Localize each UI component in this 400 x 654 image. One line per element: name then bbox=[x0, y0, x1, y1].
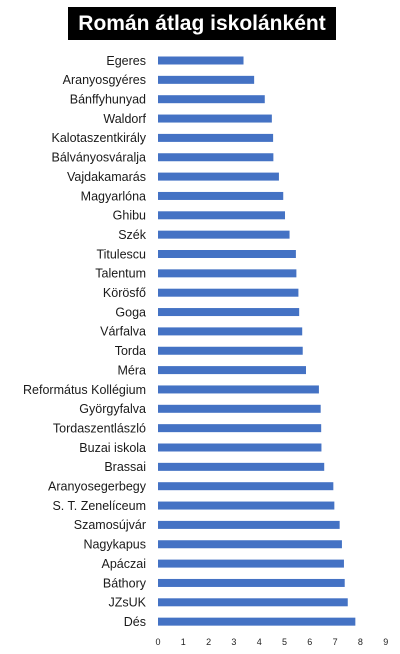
chart-title: Román átlag iskolánként bbox=[68, 7, 336, 40]
category-label: S. T. Zenelíceum bbox=[52, 499, 146, 513]
x-tick-label: 9 bbox=[383, 637, 388, 647]
category-label: Dés bbox=[124, 615, 146, 629]
bar-13 bbox=[158, 308, 300, 317]
bar-21 bbox=[158, 462, 325, 471]
x-tick-label: 5 bbox=[282, 637, 287, 647]
category-label: JZsUK bbox=[109, 596, 147, 610]
x-tick-label: 8 bbox=[358, 637, 363, 647]
bar-3 bbox=[158, 114, 272, 123]
bar-17 bbox=[158, 385, 319, 394]
bar-8 bbox=[158, 211, 286, 220]
bar-1 bbox=[158, 75, 255, 84]
category-label: Református Kollégium bbox=[23, 383, 146, 397]
category-label: Várfalva bbox=[100, 325, 146, 339]
bar-27 bbox=[158, 578, 345, 587]
x-axis-ticks: 0 1 2 3 4 5 6 7 8 9 bbox=[155, 637, 388, 647]
category-label: Goga bbox=[115, 305, 146, 319]
category-label: Magyarlóna bbox=[81, 189, 146, 203]
category-label: Kalotaszentkirály bbox=[52, 131, 147, 145]
bar-5 bbox=[158, 153, 274, 162]
bar-11 bbox=[158, 269, 297, 278]
x-tick-label: 6 bbox=[307, 637, 312, 647]
bar-26 bbox=[158, 559, 344, 568]
category-label: Aranyosgyéres bbox=[63, 73, 146, 87]
x-tick-label: 1 bbox=[181, 637, 186, 647]
category-label: Vajdakamarás bbox=[67, 170, 146, 184]
x-tick-label: 3 bbox=[231, 637, 236, 647]
bar-18 bbox=[158, 404, 321, 413]
category-label: Brassai bbox=[104, 460, 146, 474]
x-tick-label: 7 bbox=[333, 637, 338, 647]
category-label: Bánffyhunyad bbox=[70, 93, 146, 107]
category-labels: Egeres Aranyosgyéres Bánffyhunyad Waldorf Ka… bbox=[23, 54, 147, 629]
bar-24 bbox=[158, 520, 340, 529]
category-label: Szamosújvár bbox=[74, 518, 146, 532]
x-tick-label: 2 bbox=[206, 637, 211, 647]
bar-2 bbox=[158, 95, 265, 104]
category-label: Méra bbox=[118, 363, 147, 377]
category-label: Aranyosegerbegy bbox=[48, 480, 147, 494]
bar-6 bbox=[158, 172, 279, 181]
bar-29 bbox=[158, 617, 356, 626]
category-label: Tordaszentlászló bbox=[53, 421, 146, 435]
bar-20 bbox=[158, 443, 322, 452]
x-tick-label: 4 bbox=[257, 637, 262, 647]
bar-16 bbox=[158, 366, 306, 375]
bars-group bbox=[158, 56, 356, 626]
category-label: Apáczai bbox=[102, 557, 146, 571]
bar-7 bbox=[158, 191, 284, 200]
bar-10 bbox=[158, 250, 296, 258]
bar-19 bbox=[158, 424, 322, 433]
category-label: Nagykapus bbox=[83, 538, 146, 552]
bar-25 bbox=[158, 540, 342, 549]
category-label: Ghibu bbox=[113, 209, 146, 223]
bar-12 bbox=[158, 288, 299, 297]
bar-22 bbox=[158, 482, 334, 491]
bar-4 bbox=[158, 133, 274, 142]
category-label: Báthory bbox=[103, 576, 147, 590]
category-label: Szék bbox=[118, 228, 147, 242]
category-label: Körösfő bbox=[103, 286, 146, 300]
category-label: Talentum bbox=[95, 267, 146, 281]
bar-9 bbox=[158, 230, 290, 239]
bar-15 bbox=[158, 346, 303, 355]
category-label: Györgyfalva bbox=[79, 402, 146, 416]
bar-14 bbox=[158, 327, 303, 336]
bar-28 bbox=[158, 598, 348, 607]
x-tick-label: 0 bbox=[155, 637, 160, 647]
category-label: Titulescu bbox=[96, 247, 146, 261]
category-label: Egeres bbox=[106, 54, 146, 68]
category-label: Buzai iskola bbox=[79, 441, 146, 455]
category-label: Waldorf bbox=[103, 112, 146, 126]
category-label: Bálványosváralja bbox=[52, 151, 147, 165]
category-label: Torda bbox=[115, 344, 146, 358]
bar-0 bbox=[158, 56, 244, 65]
bar-23 bbox=[158, 501, 335, 510]
